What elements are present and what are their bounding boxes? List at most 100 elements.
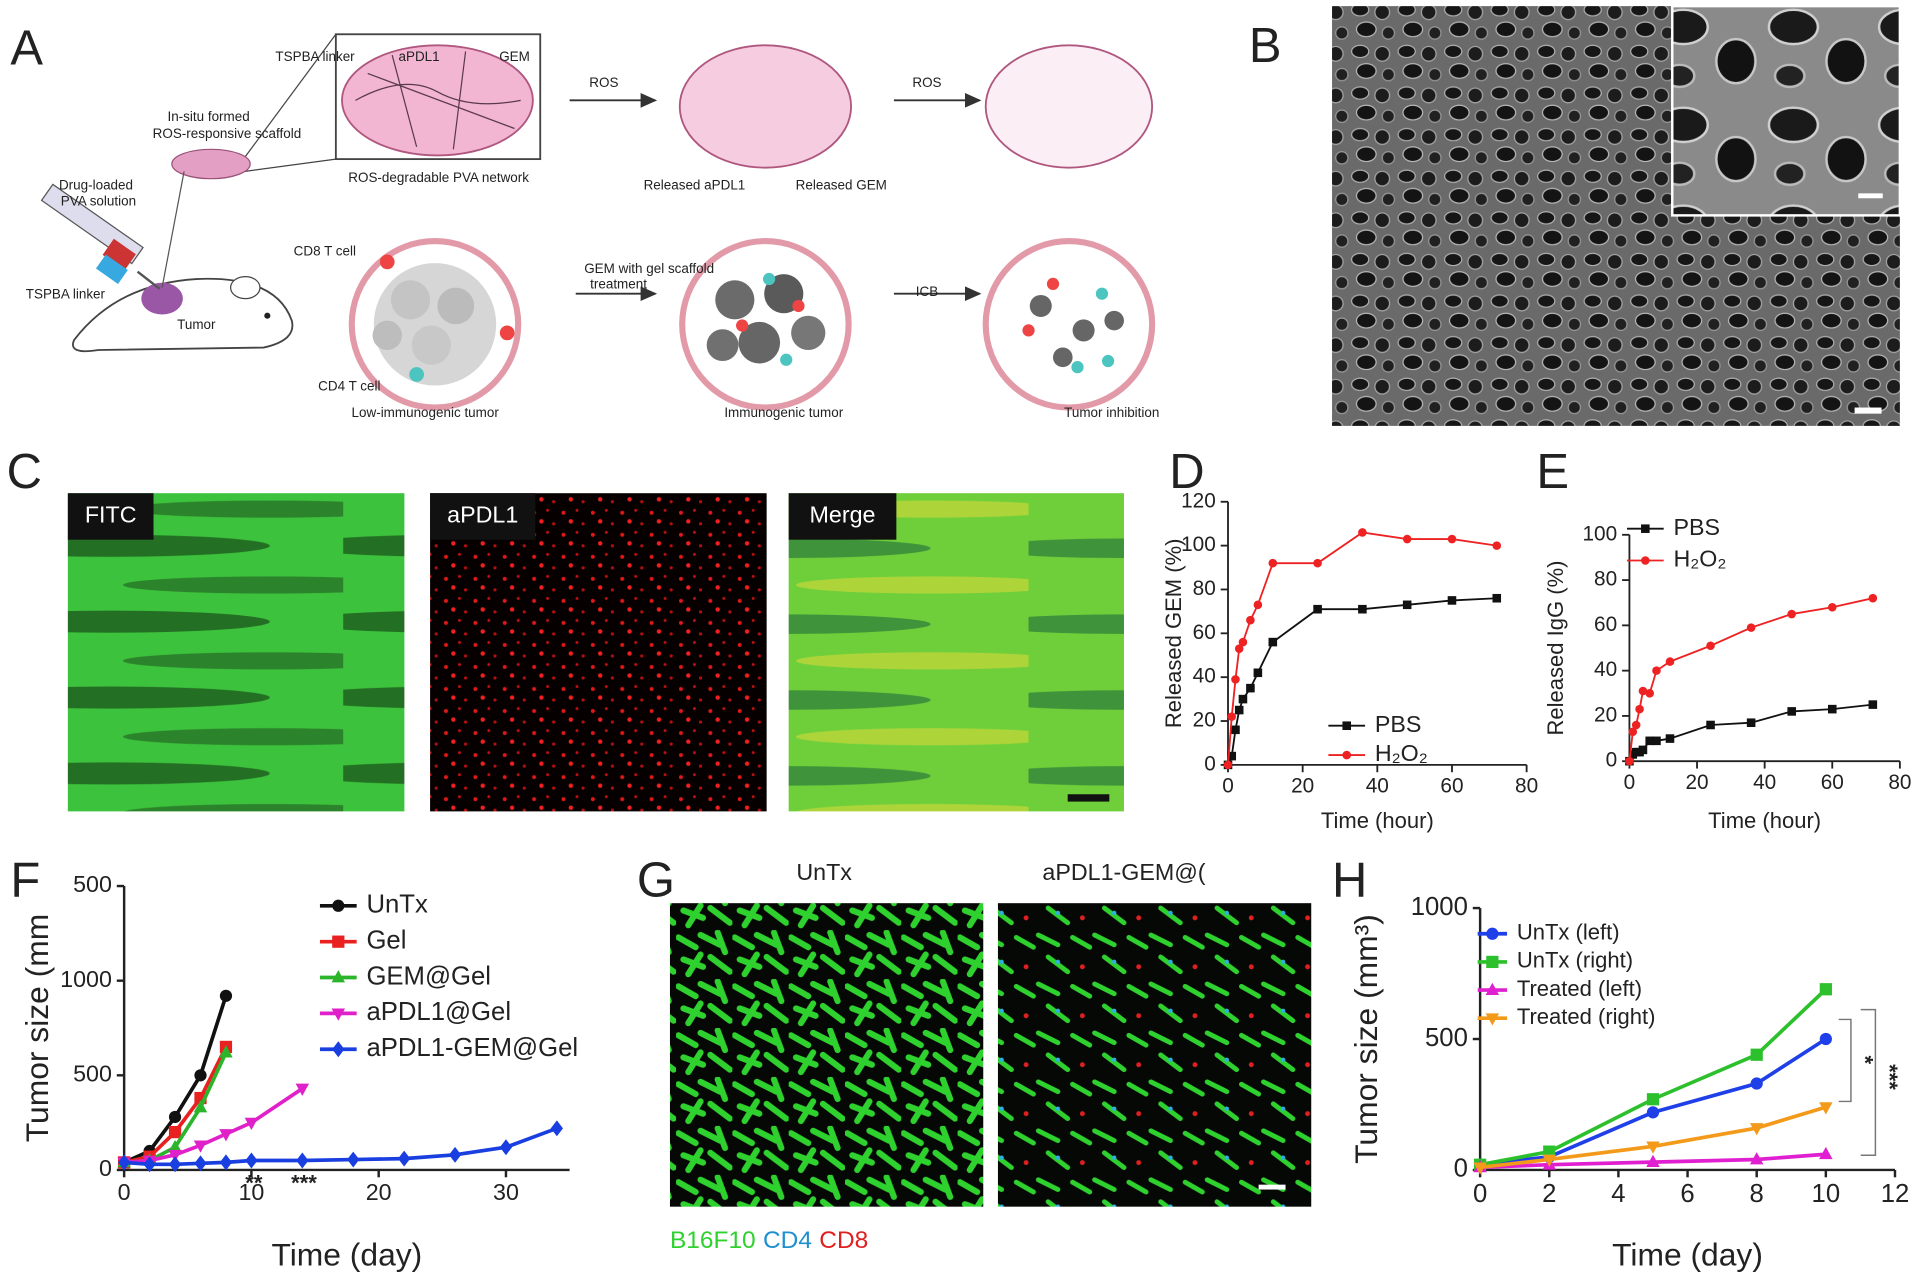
y-tick-label: 500 — [1425, 1024, 1468, 1052]
marker — [1358, 528, 1367, 537]
marker — [219, 1154, 233, 1171]
marker — [1313, 558, 1322, 568]
x-tick-label: 0 — [118, 1179, 131, 1205]
stain-name: CD4 — [763, 1228, 812, 1255]
marker — [1665, 657, 1675, 666]
marker — [1253, 668, 1263, 678]
marker — [1638, 745, 1648, 755]
marker — [1486, 927, 1499, 940]
panel-label: E — [1536, 445, 1569, 499]
marker — [1485, 982, 1500, 995]
legend-label: aPDL1@Gel — [366, 998, 511, 1026]
marker — [1223, 760, 1233, 770]
marker — [398, 1150, 411, 1167]
diagram-text: treatment — [590, 277, 647, 292]
diagram-text: CD4 T cell — [318, 378, 380, 393]
marker — [1746, 623, 1756, 632]
y-axis-label: Tumor size (mm — [19, 914, 55, 1142]
diagram-text: TSPBA linker — [275, 49, 355, 64]
y-tick-label: 80 — [1594, 568, 1617, 591]
y-tick-label: 500 — [73, 1060, 112, 1086]
marker — [1819, 1146, 1833, 1160]
marker — [1268, 558, 1278, 568]
legend-label: H₂O₂ — [1375, 740, 1428, 766]
marker — [1447, 596, 1457, 605]
marker — [1750, 1048, 1763, 1061]
legend-label: UnTx (right) — [1517, 948, 1633, 973]
marker — [1313, 604, 1322, 614]
y-axis-label: Released IgG (%) — [1543, 561, 1568, 736]
image-title: UnTx — [796, 859, 852, 885]
diagram-text: TSPBA linker — [26, 287, 106, 302]
marker — [1358, 604, 1367, 614]
marker — [1253, 600, 1263, 610]
marker — [1645, 736, 1654, 746]
x-tick-label: 10 — [238, 1179, 264, 1205]
marker — [1868, 700, 1878, 709]
marker — [1819, 1032, 1832, 1046]
series-line — [1227, 531, 1497, 765]
series-line — [124, 1126, 558, 1167]
panel-label: C — [7, 445, 42, 499]
marker — [193, 1100, 208, 1113]
x-tick-label: 2 — [1542, 1180, 1556, 1208]
marker — [168, 1156, 182, 1173]
marker — [245, 1152, 258, 1169]
marker — [347, 1151, 360, 1168]
marker — [1486, 955, 1499, 969]
diagram-text: Low-immunogenic tumor — [352, 405, 500, 420]
diagram-text: Released GEM — [796, 178, 887, 193]
diagram-text: ROS-responsive scaffold — [153, 126, 302, 141]
diagram-text: Tumor — [177, 317, 216, 332]
diagram-shapes — [40, 4, 1902, 1207]
marker — [550, 1120, 563, 1137]
marker — [1819, 983, 1832, 996]
marker — [1652, 736, 1661, 746]
x-axis-label: Time (day) — [271, 1236, 422, 1272]
diagram-text: Released aPDL1 — [644, 178, 746, 193]
x-tick-label: 80 — [1888, 771, 1911, 794]
x-axis-label: Time (day) — [1612, 1236, 1763, 1272]
series-line — [1227, 597, 1497, 766]
diagram-text: ROS-degradable PVA network — [348, 170, 529, 185]
diagram-text: GEM with gel scaffold — [584, 261, 714, 276]
x-tick-label: 12 — [1881, 1180, 1910, 1208]
diagram-text: In-situ formed — [167, 109, 249, 124]
marker — [194, 1155, 207, 1172]
marker — [1231, 675, 1240, 684]
marker — [1749, 1152, 1764, 1165]
x-tick-label: 0 — [1624, 771, 1636, 794]
legend-label: PBS — [1375, 711, 1422, 737]
marker — [1227, 751, 1237, 761]
marker — [1641, 524, 1650, 533]
legend-label: GEM@Gel — [366, 962, 491, 990]
marker — [1246, 683, 1255, 693]
marker — [1628, 727, 1638, 737]
panel-label: H — [1332, 854, 1367, 908]
marker — [1238, 637, 1248, 647]
legend-label: Treated (right) — [1517, 1004, 1656, 1029]
marker — [1646, 1141, 1660, 1154]
marker — [1246, 615, 1255, 625]
image-label: Merge — [810, 502, 876, 528]
diagram-text: aPDL1 — [399, 49, 440, 64]
panel-label: A — [10, 21, 43, 75]
marker — [1342, 750, 1352, 760]
marker — [1787, 707, 1796, 716]
diagram-text: PVA solution — [61, 193, 136, 208]
legend-label: Gel — [366, 926, 406, 954]
marker — [1492, 593, 1502, 603]
diagram-text: CD8 T cell — [294, 244, 356, 259]
legend-label: PBS — [1673, 514, 1720, 540]
marker — [118, 1154, 131, 1171]
image-label: aPDL1 — [447, 502, 518, 528]
marker — [331, 1008, 346, 1021]
bracket — [1838, 1018, 1852, 1103]
y-tick-label: 100 — [1582, 522, 1617, 545]
y-tick-label: 0 — [99, 1155, 112, 1181]
marker — [1827, 602, 1837, 612]
marker — [332, 899, 345, 912]
legend-label: Treated (left) — [1517, 976, 1642, 1001]
marker — [1750, 1077, 1763, 1090]
